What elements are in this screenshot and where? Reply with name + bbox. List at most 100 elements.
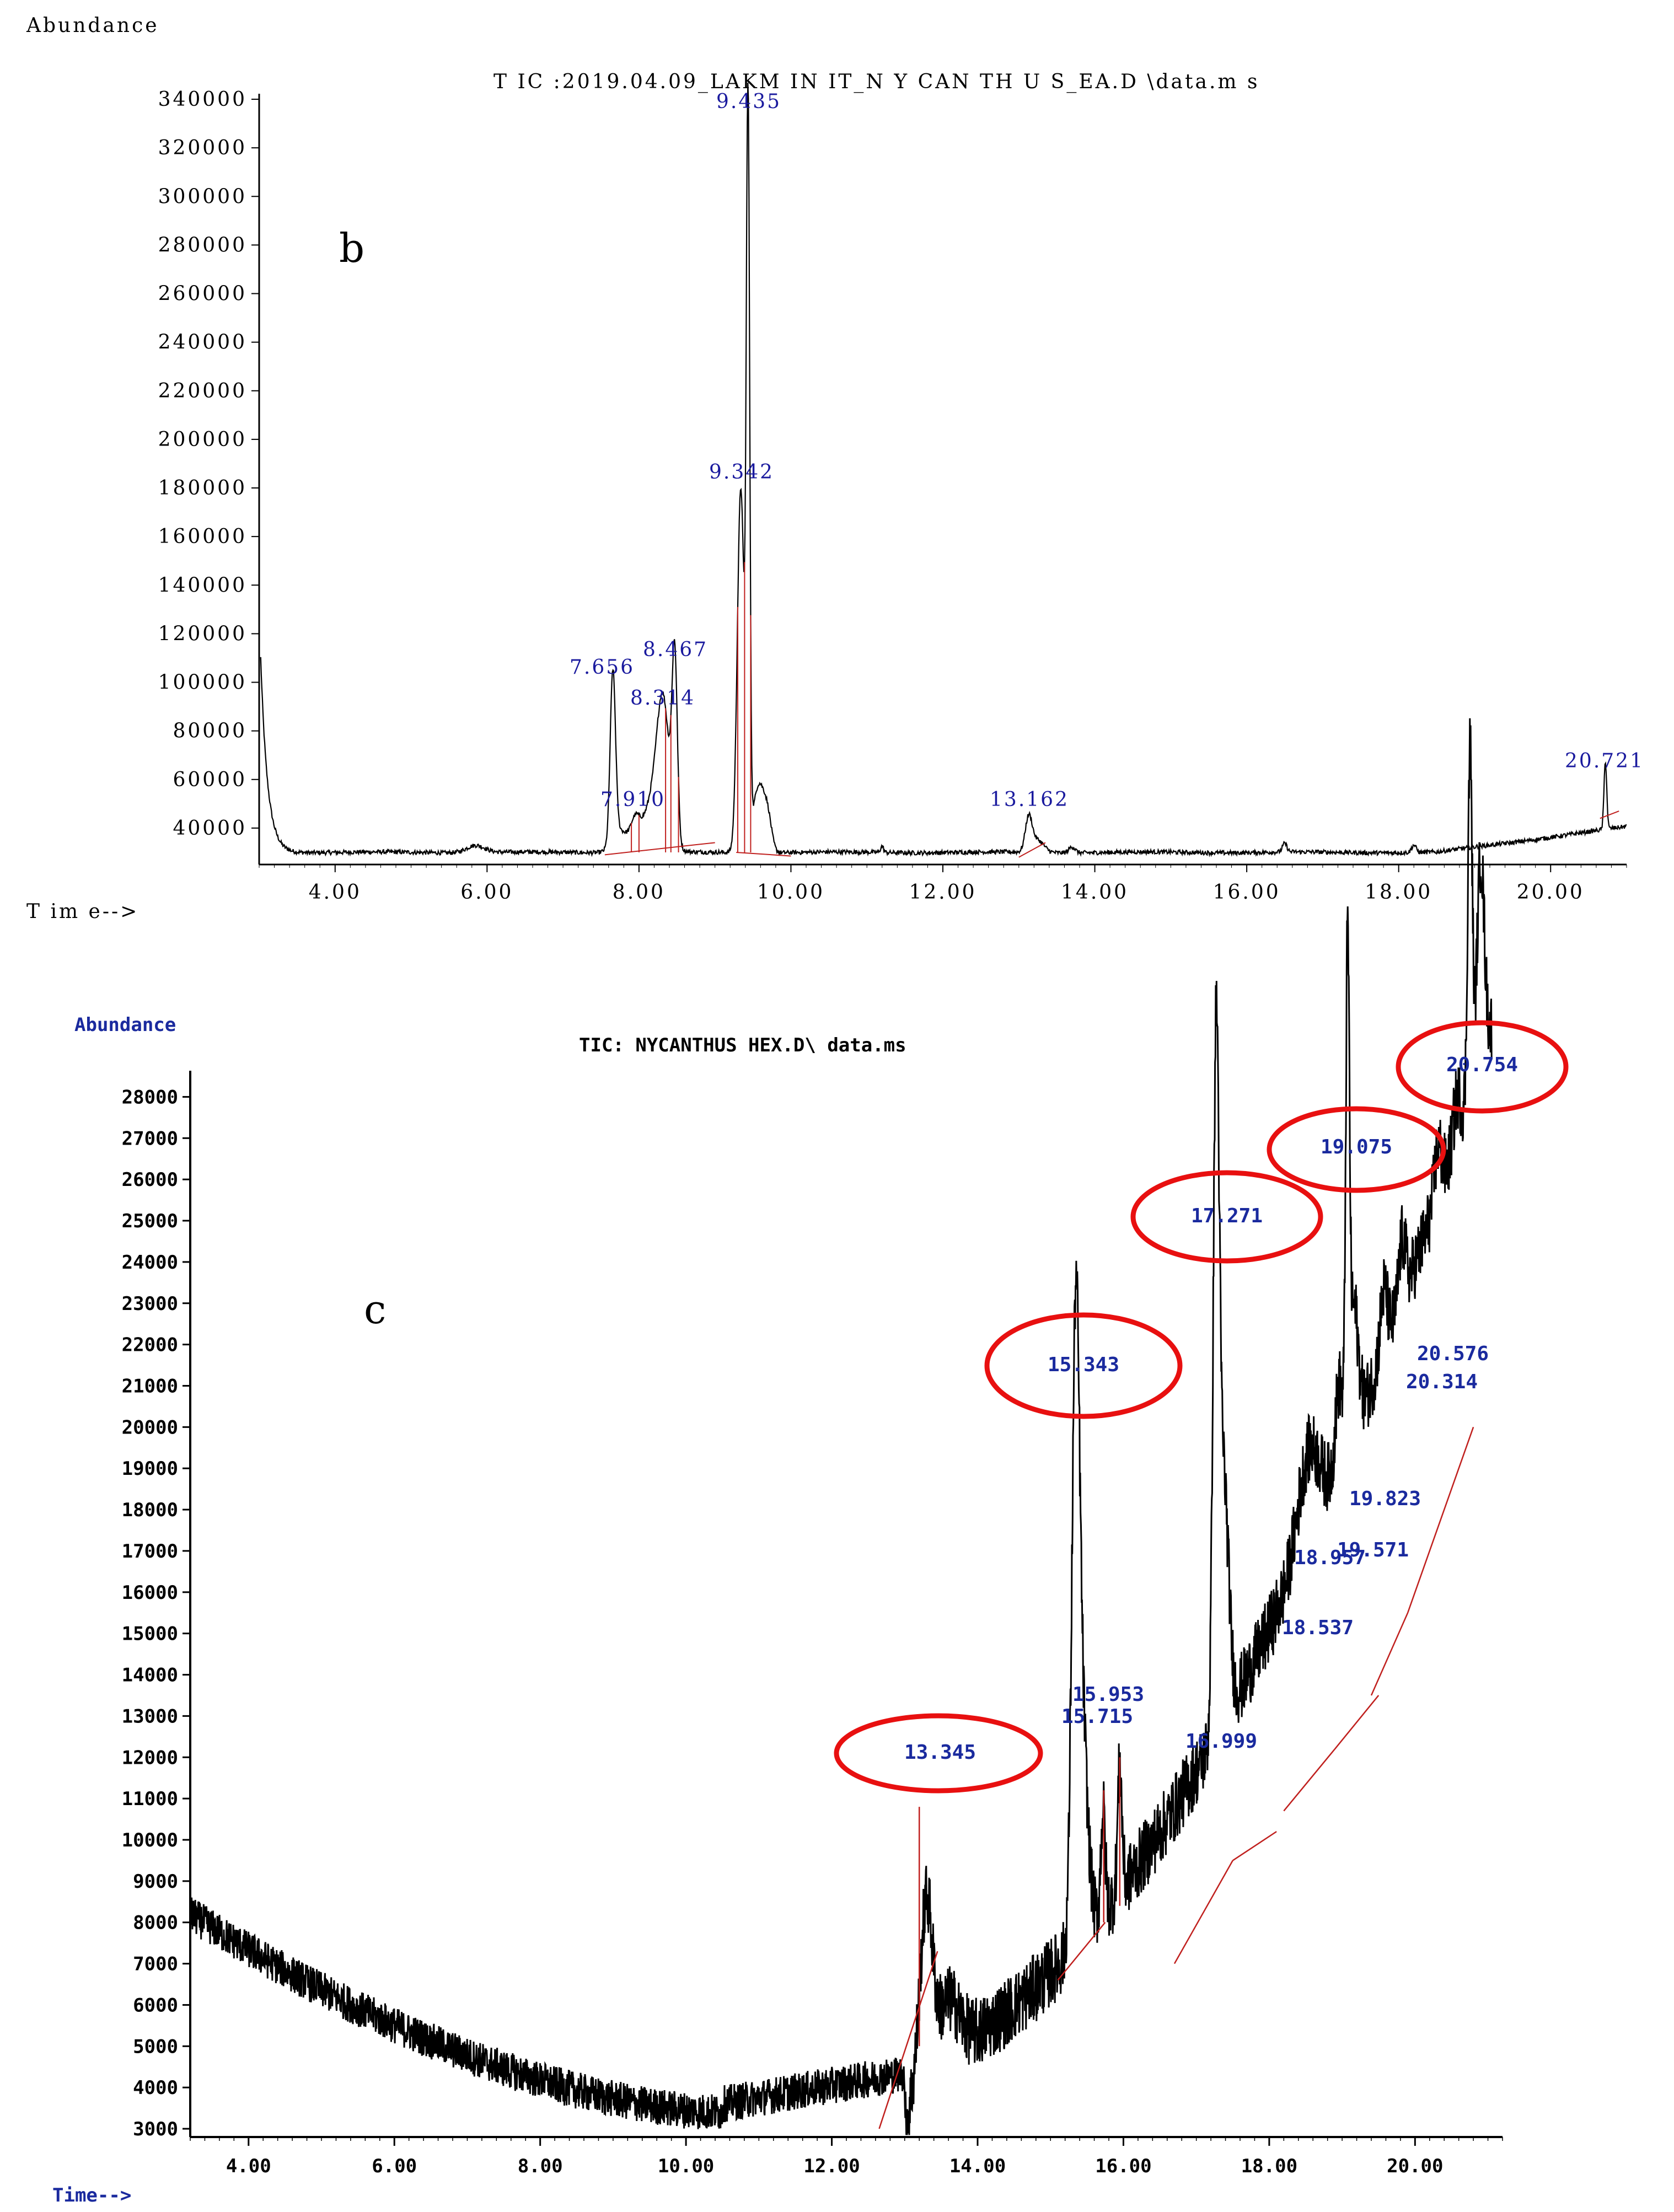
panel-b-title: T IC :2019.04.09_LAKM IN IT_N Y CAN TH U… [493,71,1259,93]
panel-c-x-tick-label: 18.00 [1241,2155,1297,2177]
panel-b-peak-label: 9.435 [716,90,781,113]
panel-c-integration-line [878,1951,938,2129]
panel-c-y-tick-label: 20000 [122,1416,178,1438]
panel-c-peak-label: 18.957 [1294,1547,1366,1569]
panel-b-y-tick-label: 340000 [158,88,247,111]
panel-b-x-tick-label: 12.00 [909,881,977,904]
panel-c-integration-line [1057,1921,1106,1981]
panel-c-y-tick-label: 22000 [122,1334,178,1356]
panel-b-y-ticks: 340000 320000 300000 280000 260000 240000 2200… [158,88,259,840]
panel-c-trace [189,718,1493,2135]
panel-c-integration-line [1334,1695,1380,1750]
panel-b-y-tick-label: 160000 [158,525,247,548]
panel-c-y-axis-label: Abundance [74,1014,176,1036]
panel-c-highlight-circle [1267,1106,1446,1193]
panel-c-x-tick-label: 14.00 [949,2155,1006,2177]
panel-b-x-tick-label: 16.00 [1213,881,1281,904]
panel-b-y-tick-label: 320000 [158,137,247,159]
panel-c-y-tick-label: 28000 [122,1086,178,1108]
panel-c-peak-label: 15.715 [1061,1705,1133,1728]
panel-b-integration-line [1600,810,1619,819]
panel-c-y-tick-label: 6000 [133,1994,178,2016]
panel-b-y-tick-label: 100000 [158,672,247,694]
panel-b-y-tick-label: 80000 [173,720,247,743]
panel-b-peak-label: 7.656 [570,656,635,679]
panel-c-highlight-circle [1130,1170,1323,1264]
chromatogram-panel-c: Abundance TIC: NYCANTHUS HEX.D\ data.ms … [52,718,1569,2206]
panel-b-integration-lines [604,562,1619,858]
chromatogram-panel-b: Abundance T IC :2019.04.09_LAKM IN IT_N … [26,14,1644,923]
panel-c-x-tick-label: 20.00 [1387,2155,1443,2177]
panel-c-y-tick-label: 26000 [122,1169,178,1191]
panel-b-peak-label: 13.162 [990,788,1069,811]
panel-c-peak-label: 15.953 [1072,1683,1144,1706]
panel-c-peak-label: 13.345 [904,1741,976,1764]
panel-c-y-tick-label: 12000 [122,1747,178,1769]
panel-b-integration-line [736,851,791,857]
panel-c-y-tick-label: 5000 [133,2036,178,2058]
panel-c-y-tick-label: 10000 [122,1829,178,1851]
panel-b-y-tick-label: 180000 [158,477,247,500]
panel-c-peak-label: 16.999 [1185,1730,1257,1753]
panel-c-highlight-circle [1396,1020,1569,1114]
panel-c-integration-lines [878,1426,1474,2129]
panel-b-y-tick-label: 260000 [158,283,247,305]
panel-b-x-tick-label: 18.00 [1365,881,1432,904]
panel-c-x-tick-label: 4.00 [226,2155,271,2177]
panel-b-y-tick-label: 140000 [158,574,247,597]
panel-c-y-tick-label: 25000 [122,1210,178,1232]
panel-b-y-tick-label: 240000 [158,331,247,354]
panel-c-integration-line [1407,1426,1474,1613]
panel-c-y-tick-label: 3000 [133,2118,178,2140]
panel-c-x-tick-label: 10.00 [658,2155,714,2177]
panel-b-x-tick-label: 10.00 [757,881,825,904]
panel-b-peak-label: 7.910 [600,788,666,811]
panel-c-y-tick-label: 13000 [122,1705,178,1727]
panel-c-peak-label: 19.571 [1337,1539,1409,1561]
panel-c-y-tick-label: 27000 [122,1128,178,1150]
panel-c-peak-label: 20.314 [1406,1371,1478,1393]
panel-c-y-tick-label: 17000 [122,1540,178,1563]
panel-c-y-tick-label: 23000 [122,1293,178,1315]
panel-c-y-tick-label: 8000 [133,1912,178,1934]
panel-c-integration-line [1173,1860,1233,1964]
panel-b-y-tick-label: 40000 [173,817,247,840]
panel-b-y-tick-label: 60000 [173,769,247,791]
panel-c-y-tick-label: 11000 [122,1788,178,1810]
panel-c-letter: c [364,1286,386,1333]
panel-b-peak-label: 20.721 [1565,750,1644,772]
panel-c-x-axis-label: Time--> [52,2184,131,2206]
panel-b-y-axis-label: Abundance [26,14,159,37]
panel-c-peak-label: 20.576 [1417,1343,1489,1365]
panel-c-y-tick-label: 19000 [122,1458,178,1480]
panel-c-highlight-circle [834,1713,1043,1794]
panel-c-x-tick-label: 16.00 [1095,2155,1151,2177]
panel-c-peak-label: 19.823 [1349,1488,1421,1510]
panel-b-y-tick-label: 200000 [158,428,247,451]
panel-c-y-tick-label: 15000 [122,1623,178,1645]
panel-b-peak-label: 8.314 [630,687,695,710]
panel-b-integration-line [604,842,715,856]
panel-c-title: TIC: NYCANTHUS HEX.D\ data.ms [579,1034,906,1056]
panel-c-x-tick-label: 8.00 [518,2155,563,2177]
panel-b-x-ticks: 4.00 6.00 8.00 10.00 12.00 14.00 16.00 18.00 20.… [259,865,1627,904]
panel-b-x-tick-label: 8.00 [613,881,666,904]
panel-b-letter: b [339,225,364,271]
panel-c-peak-label: 18.537 [1282,1617,1354,1639]
panel-b-x-axis-label: T im e--> [26,900,139,923]
panel-c-y-tick-label: 14000 [122,1665,178,1687]
panel-c-peak-label: 15.343 [1048,1354,1119,1376]
panel-c-peak-label: 20.754 [1446,1054,1518,1076]
panel-c-y-ticks: 28000 27000 26000 25000 24000 23000 22000 21000… [122,1086,190,2140]
panel-b-peak-labels: 7.656 7.910 8.314 8.467 9.342 9.435 13.162 20.7… [570,90,1644,811]
panel-b-y-tick-label: 300000 [158,185,247,208]
panel-c-y-tick-label: 18000 [122,1499,178,1521]
panel-c-x-ticks: 4.00 6.00 8.00 10.00 12.00 14.00 16.00 18.00 20.… [190,2137,1503,2177]
panel-b-peak-label: 8.467 [643,638,708,661]
panel-b-x-tick-label: 14.00 [1061,881,1129,904]
panel-c-y-tick-label: 4000 [133,2077,178,2099]
panel-b-integration-line [1018,842,1046,858]
panel-b-y-tick-label: 120000 [158,622,247,645]
panel-b-y-tick-label: 220000 [158,380,247,402]
